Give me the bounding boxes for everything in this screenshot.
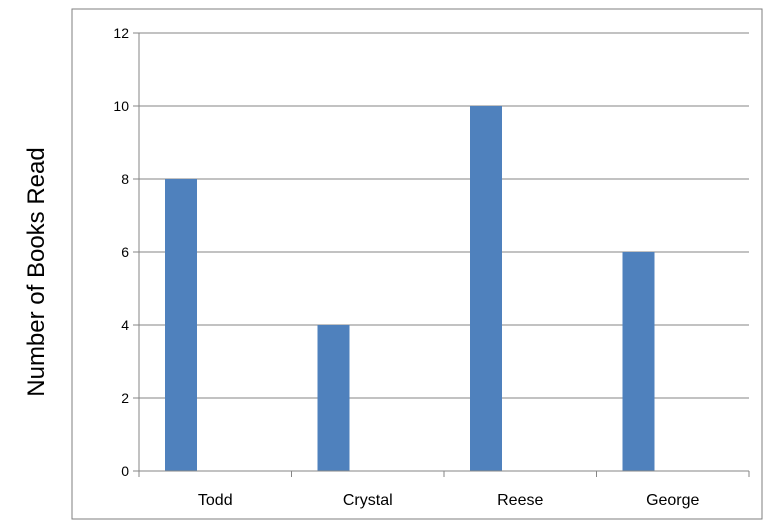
y-tick-label: 0 bbox=[121, 463, 129, 479]
y-tick-label: 12 bbox=[113, 25, 129, 41]
y-tick-label: 4 bbox=[121, 317, 129, 333]
x-tick-label: George bbox=[646, 492, 699, 509]
x-tick-label: Todd bbox=[198, 492, 233, 509]
y-tick-label: 8 bbox=[121, 171, 129, 187]
chart-frame bbox=[71, 8, 763, 520]
y-tick-label: 2 bbox=[121, 390, 129, 406]
bar-todd bbox=[165, 179, 197, 471]
x-tick-label: Reese bbox=[497, 492, 543, 509]
y-tick-label: 10 bbox=[113, 98, 129, 114]
y-tick-label: 6 bbox=[121, 244, 129, 260]
bar-reese bbox=[470, 106, 502, 471]
bar-george bbox=[622, 252, 655, 471]
x-tick-labels: Todd Crystal Reese George bbox=[198, 492, 700, 509]
bar-crystal bbox=[317, 325, 350, 471]
y-axis-label: Number of Books Read bbox=[23, 147, 50, 396]
axes bbox=[133, 32, 750, 477]
bars bbox=[165, 106, 655, 471]
gridlines bbox=[139, 32, 749, 399]
y-tick-labels: 0 2 4 6 8 10 12 bbox=[113, 25, 129, 479]
x-tick-label: Crystal bbox=[343, 492, 393, 509]
